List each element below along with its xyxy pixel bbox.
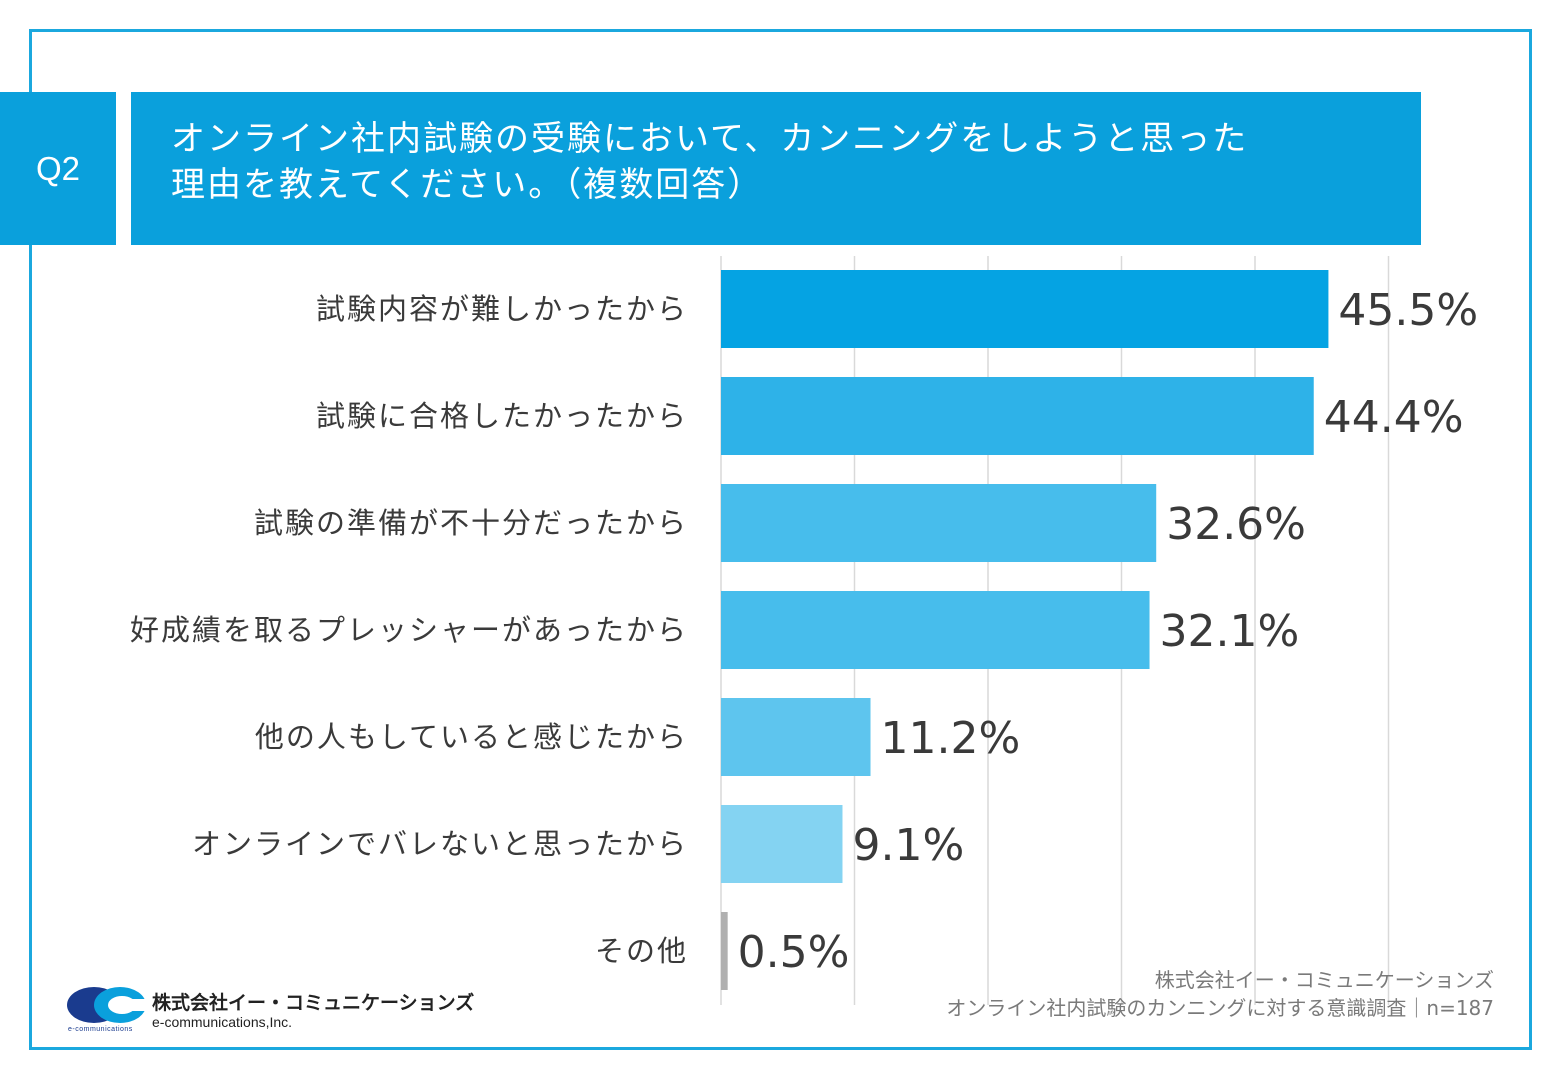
- outer-frame: [29, 29, 1532, 1050]
- category-label: その他: [595, 934, 688, 968]
- question-line-1: オンライン社内試験の受験において、カンニングをしようと思った: [171, 119, 1249, 159]
- source-company: 株式会社イー・コミュニケーションズ: [1154, 968, 1494, 992]
- bar: [721, 912, 728, 990]
- bar: [721, 805, 843, 883]
- logo-mark-icon: [67, 987, 150, 1023]
- question-badge: Q2: [0, 92, 116, 245]
- source-survey: オンライン社内試験のカンニングに対する意識調査｜n=187: [946, 996, 1494, 1020]
- category-label: 好成績を取るプレッシャーがあったから: [130, 613, 688, 647]
- logo-company-en: e-communications,Inc.: [152, 1014, 293, 1030]
- data-label: 9.1%: [852, 820, 964, 871]
- source-note: 株式会社イー・コミュニケーションズ オンライン社内試験のカンニングに対する意識調…: [946, 966, 1494, 1022]
- category-label: 試験の準備が不十分だったから: [254, 506, 688, 540]
- category-label: オンラインでバレないと思ったから: [192, 827, 688, 861]
- bar: [721, 484, 1157, 562]
- data-label: 0.5%: [738, 927, 850, 978]
- logo-company-ja: 株式会社イー・コミュニケーションズ: [152, 992, 475, 1014]
- data-label: 44.4%: [1324, 392, 1464, 443]
- question-banner: オンライン社内試験の受験において、カンニングをしようと思った 理由を教えてくださ…: [131, 92, 1421, 245]
- logo-small-text: e-communications: [68, 1026, 133, 1033]
- category-label: 試験に合格したかったから: [316, 399, 688, 433]
- data-label: 32.1%: [1160, 606, 1300, 657]
- category-label: 他の人もしていると感じたから: [255, 720, 688, 754]
- question-line-2: 理由を教えてください。（複数回答）: [171, 165, 764, 205]
- data-label: 32.6%: [1166, 499, 1306, 550]
- category-label: 試験内容が難しかったから: [316, 292, 688, 326]
- data-label: 45.5%: [1338, 285, 1478, 336]
- data-label: 11.2%: [881, 713, 1021, 764]
- bar: [721, 591, 1150, 669]
- company-logo: 株式会社イー・コミュニケーションズ e-communications,Inc. …: [66, 985, 486, 1035]
- bar: [721, 377, 1314, 455]
- bar: [721, 270, 1329, 348]
- bar: [721, 698, 871, 776]
